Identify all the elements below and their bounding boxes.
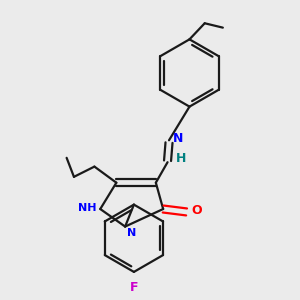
Text: NH: NH bbox=[78, 202, 97, 213]
Text: N: N bbox=[128, 228, 137, 238]
Text: H: H bbox=[176, 152, 186, 165]
Text: N: N bbox=[172, 132, 183, 145]
Text: O: O bbox=[191, 204, 202, 217]
Text: F: F bbox=[130, 281, 138, 294]
